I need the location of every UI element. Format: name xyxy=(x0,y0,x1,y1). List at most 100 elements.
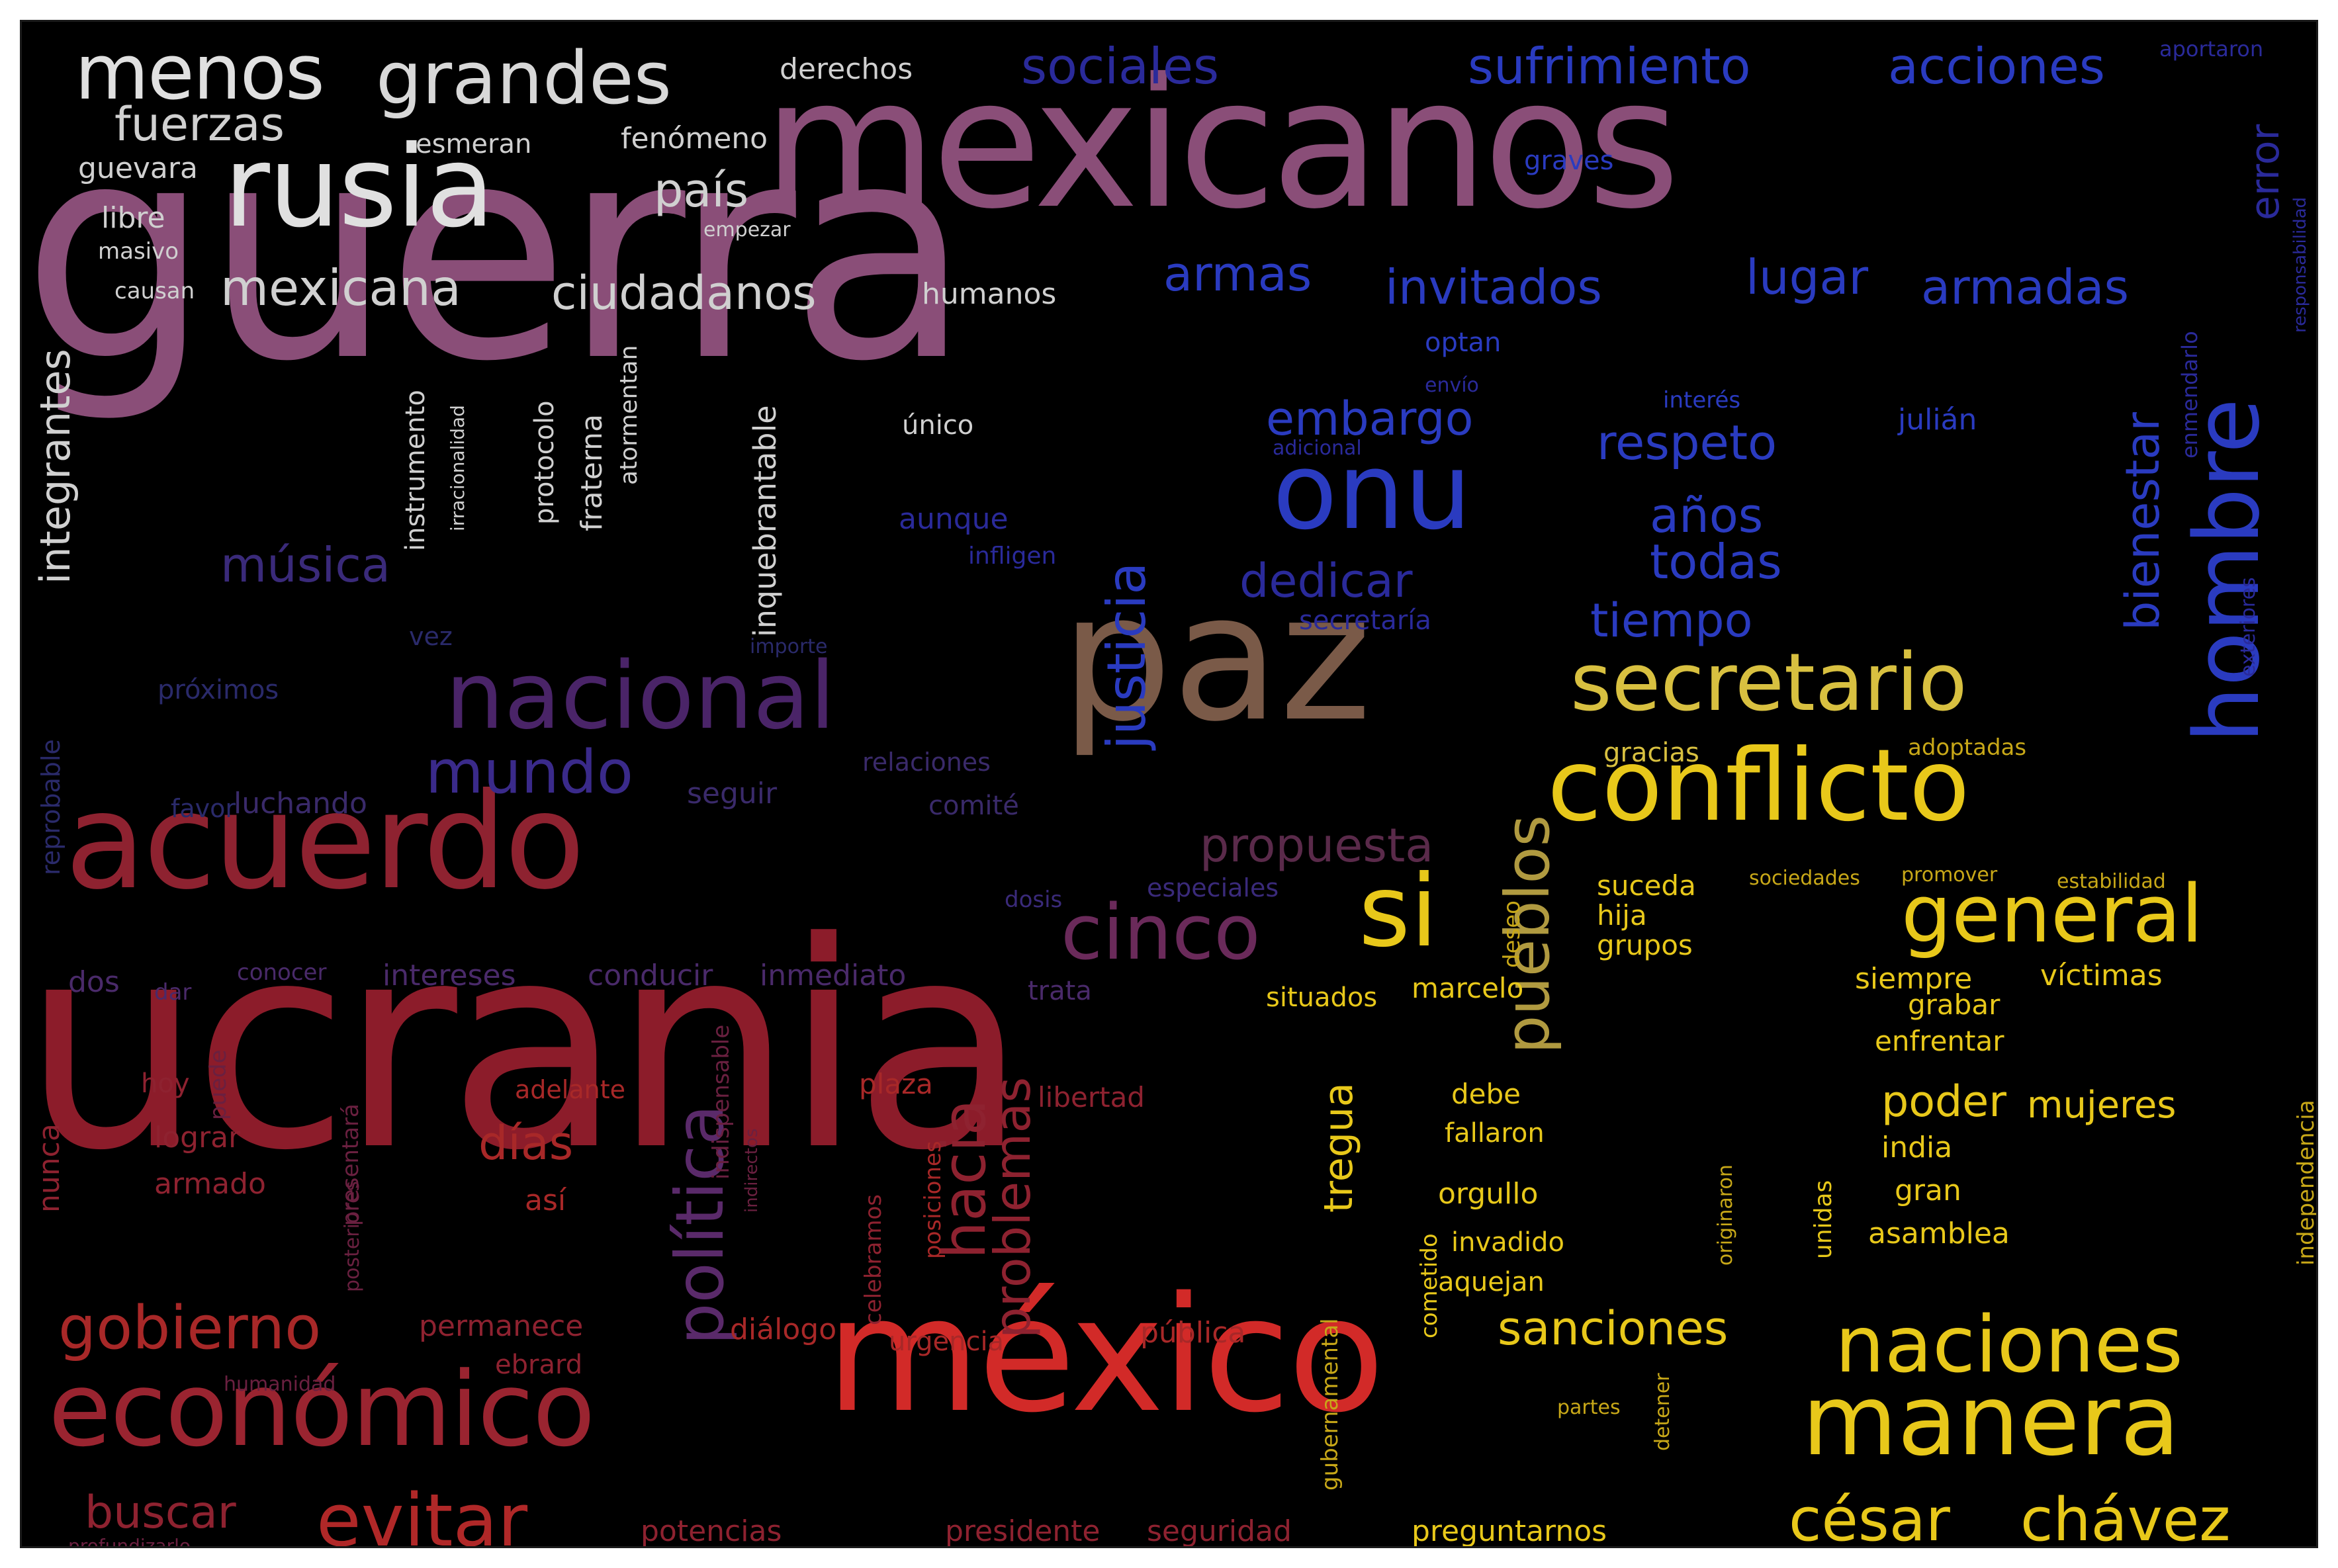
word: pública xyxy=(1140,1316,1246,1350)
word: guevara xyxy=(78,152,198,185)
word: lograr xyxy=(154,1121,241,1154)
word: gracias xyxy=(1603,738,1699,768)
word: conducir xyxy=(588,959,713,992)
word: enfrentar xyxy=(1875,1025,2004,1057)
word: gobierno xyxy=(58,1293,322,1363)
word: enmendarlo xyxy=(2177,331,2202,458)
word: dosis xyxy=(1005,887,1063,913)
word: seguridad xyxy=(1147,1514,1292,1548)
word: armas xyxy=(1163,246,1312,302)
word: partes xyxy=(1557,1396,1621,1419)
word: inmediato xyxy=(760,959,907,992)
word: sufrimiento xyxy=(1468,37,1751,95)
word: armadas xyxy=(1921,259,2130,315)
word: responsabilidad xyxy=(2290,196,2310,333)
word: optan xyxy=(1425,327,1502,358)
word: inquebrantable xyxy=(747,405,783,637)
word: nunca xyxy=(32,1123,66,1213)
word: derechos xyxy=(780,52,913,86)
word: indispensable xyxy=(708,1024,735,1180)
word: méxico xyxy=(826,1262,1385,1448)
word: exteriores xyxy=(2237,577,2260,677)
word: independencia xyxy=(2293,1100,2318,1266)
word: preguntarnos xyxy=(1412,1514,1607,1548)
word: problemas xyxy=(983,1076,1042,1338)
word: fraterna xyxy=(575,414,609,531)
word: humanos xyxy=(922,277,1057,311)
word: presidente xyxy=(945,1514,1101,1548)
word: aquejan xyxy=(1438,1267,1545,1297)
word: trata xyxy=(1028,976,1092,1006)
word: infligen xyxy=(968,543,1057,570)
word: cometido xyxy=(1416,1233,1443,1338)
word: libertad xyxy=(1038,1081,1145,1113)
word: asamblea xyxy=(1868,1217,2010,1250)
word: atormentan xyxy=(615,345,643,485)
word: error xyxy=(2242,124,2288,220)
word: promover xyxy=(1901,863,1998,887)
word: cinco xyxy=(1061,889,1261,977)
word: fuerzas xyxy=(114,97,285,152)
word: reprobable xyxy=(36,739,66,875)
word: grupos xyxy=(1597,929,1693,961)
word: situados xyxy=(1266,982,1378,1013)
word: irracionalidad xyxy=(447,405,469,531)
word: permanece xyxy=(419,1309,584,1343)
word: relaciones xyxy=(862,748,991,777)
word: protocolo xyxy=(529,400,560,525)
word: general xyxy=(1901,869,2204,961)
word: importe xyxy=(750,635,828,658)
word: invitados xyxy=(1385,259,1602,315)
word: si xyxy=(1359,854,1438,969)
word: dar xyxy=(154,979,192,1006)
word: sociedades xyxy=(1749,867,1860,890)
word: guerra xyxy=(22,80,972,427)
word: mexicana xyxy=(220,259,461,317)
word: todas xyxy=(1650,534,1782,589)
word: luchando xyxy=(234,787,367,820)
word: posteriores xyxy=(341,1180,364,1292)
word: fenómeno xyxy=(621,122,768,155)
word: armado xyxy=(154,1167,266,1201)
word: rusia xyxy=(224,122,495,253)
word: conocer xyxy=(237,959,327,986)
word: puede xyxy=(205,1049,232,1120)
word: grandes xyxy=(376,36,672,120)
word: manera xyxy=(1802,1364,2181,1477)
word: sociales xyxy=(1021,37,1220,95)
word: país xyxy=(654,163,749,218)
word-cloud: guerra ucrania mexicanos méxico paz acue… xyxy=(20,20,2318,1548)
word: adicional xyxy=(1273,437,1362,460)
word: hoy xyxy=(141,1068,190,1099)
word: vez xyxy=(409,622,453,651)
word: evitar xyxy=(316,1478,528,1548)
word: esmeran xyxy=(416,129,532,159)
word: nacional xyxy=(445,642,836,750)
word: único xyxy=(902,410,974,441)
word: música xyxy=(220,537,390,593)
word: detener xyxy=(1651,1373,1674,1451)
word: próximos xyxy=(157,675,279,705)
word: mexicanos xyxy=(763,40,1680,248)
word: bienestar xyxy=(2116,412,2170,631)
word: favor xyxy=(171,794,236,823)
word: lugar xyxy=(1746,249,1869,305)
word: onu xyxy=(1273,429,1472,553)
word: especiales xyxy=(1147,873,1279,902)
word: libre xyxy=(101,201,165,235)
word: julián xyxy=(1898,403,1977,437)
word: indirectos xyxy=(742,1128,762,1213)
word: masivo xyxy=(98,238,179,265)
word: chávez xyxy=(2020,1485,2231,1548)
word: tiempo xyxy=(1590,593,1753,648)
word: integrantes xyxy=(31,349,79,584)
word: poder xyxy=(1881,1077,2007,1127)
word: justicia xyxy=(1096,562,1157,750)
word: envío xyxy=(1425,374,1479,397)
word: ebrard xyxy=(495,1350,583,1380)
word: potencias xyxy=(641,1514,782,1548)
word: marcelo xyxy=(1412,972,1524,1004)
word: conflicto xyxy=(1547,728,1970,844)
word: intereses xyxy=(382,959,516,992)
word: adelante xyxy=(515,1075,625,1104)
